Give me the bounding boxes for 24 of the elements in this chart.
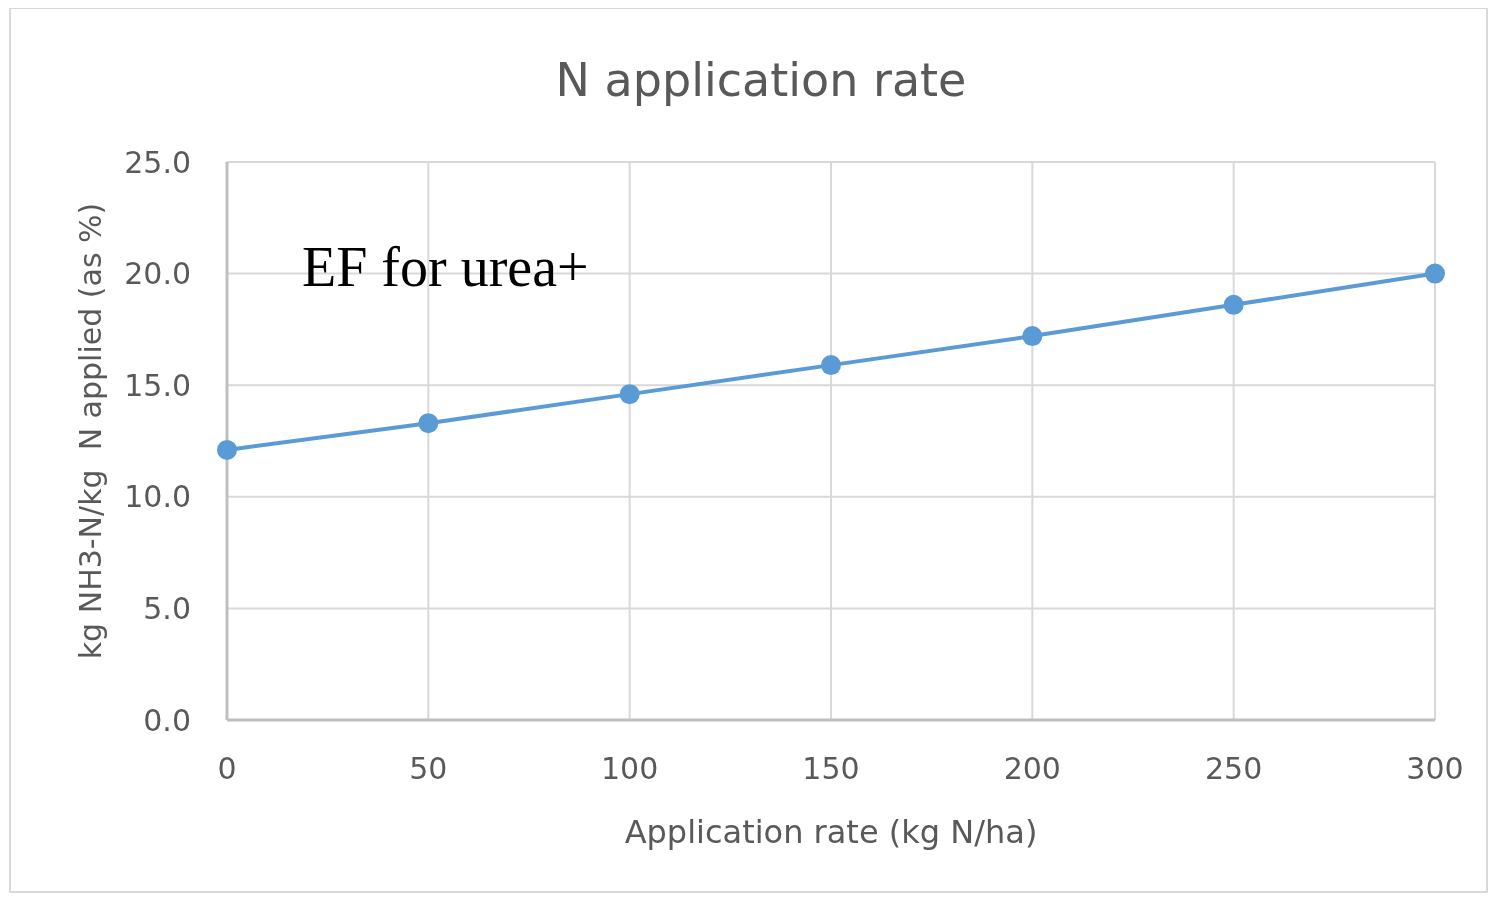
chart-title: N application rate xyxy=(555,53,967,107)
y-tick-label: 25.0 xyxy=(124,144,191,180)
y-tick-label: 20.0 xyxy=(124,256,191,292)
y-tick-label: 0.0 xyxy=(143,702,191,738)
y-tick-label: 5.0 xyxy=(143,590,191,626)
y-axis-title: kg NH3-N/kg N applied (as %) xyxy=(72,202,108,660)
x-tick-label: 300 xyxy=(1406,750,1464,786)
x-tick-label: 150 xyxy=(802,750,860,786)
y-tick-label: 10.0 xyxy=(124,479,191,515)
x-tick-label: 100 xyxy=(601,750,659,786)
y-tick-label: 15.0 xyxy=(124,367,191,403)
point xyxy=(1022,326,1043,347)
x-tick-label: 200 xyxy=(1003,750,1061,786)
point xyxy=(1223,294,1244,315)
point xyxy=(1425,263,1445,284)
annotation: EF for urea+ xyxy=(302,236,589,298)
x-tick-label: 0 xyxy=(217,750,237,786)
x-tick-label: 250 xyxy=(1205,750,1263,786)
point xyxy=(418,413,439,434)
point xyxy=(821,355,841,376)
point xyxy=(217,439,237,460)
x-axis-title: Application rate (kg N/ha) xyxy=(624,813,1038,851)
point xyxy=(619,384,640,405)
x-tick-label: 50 xyxy=(409,750,448,786)
